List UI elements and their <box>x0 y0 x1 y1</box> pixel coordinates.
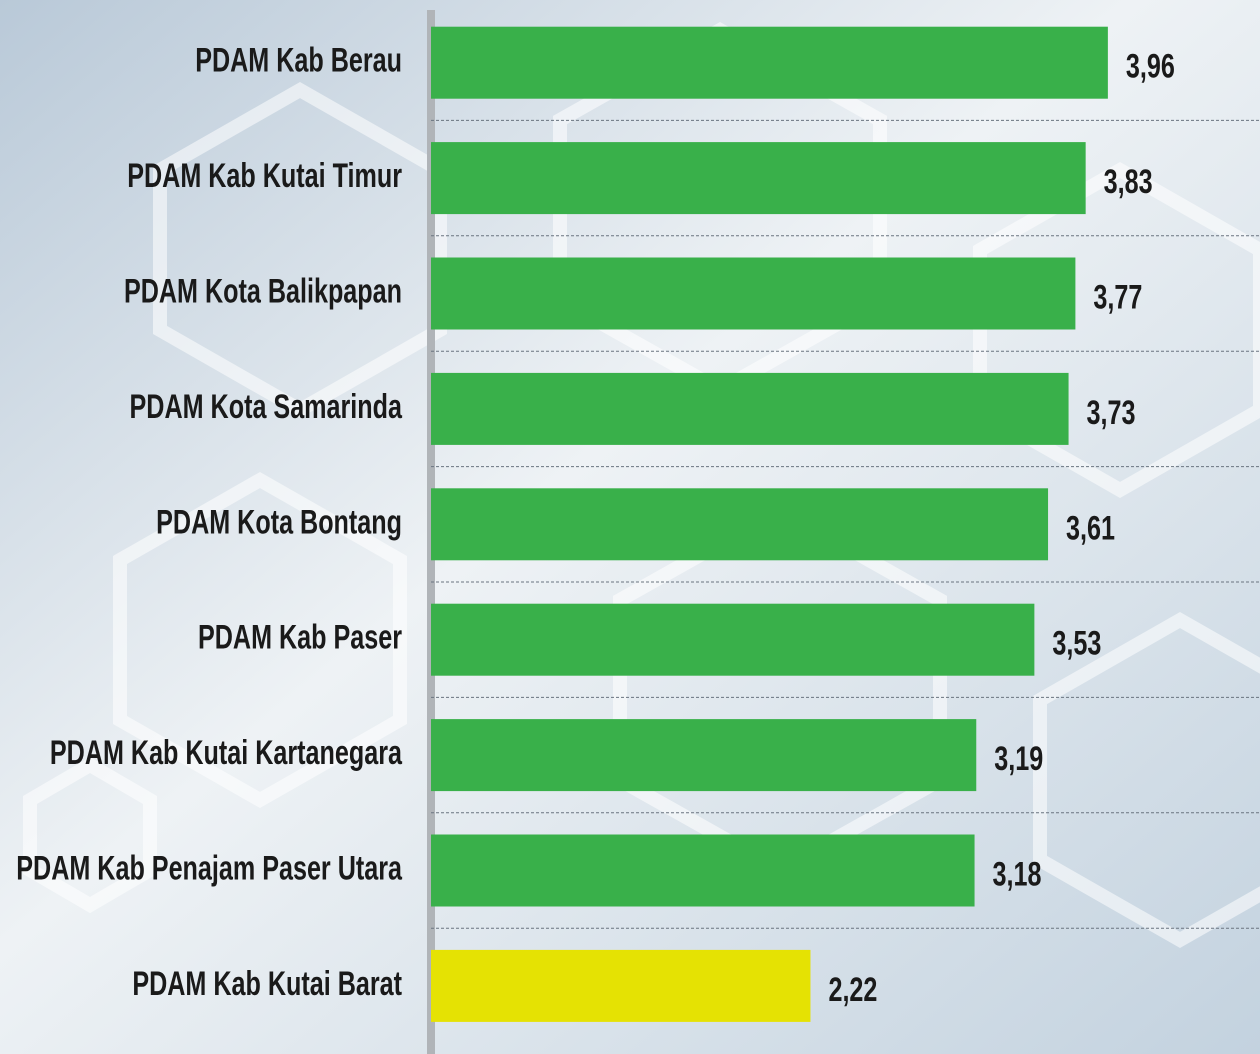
category-label: PDAM Kab Paser <box>198 619 402 657</box>
bar <box>431 257 1076 330</box>
value-label: 3,19 <box>994 741 1043 779</box>
bar <box>431 26 1108 99</box>
value-label: 3,53 <box>1052 625 1101 663</box>
category-label: PDAM Kab Kutai Barat <box>132 965 402 1003</box>
value-label: 3,83 <box>1104 164 1153 202</box>
value-label: 3,61 <box>1066 510 1115 548</box>
value-label: 3,73 <box>1087 394 1136 432</box>
value-label: 3,96 <box>1126 48 1175 86</box>
bar <box>431 372 1069 445</box>
bar <box>431 949 811 1022</box>
bar <box>431 603 1035 676</box>
category-label: PDAM Kota Bontang <box>156 504 402 542</box>
bar <box>431 719 977 792</box>
category-label: PDAM Kab Kutai Kartanegara <box>50 735 402 773</box>
value-label: 3,77 <box>1093 279 1142 317</box>
category-label: PDAM Kota Samarinda <box>130 388 403 426</box>
category-label: PDAM Kota Balikpapan <box>124 273 402 311</box>
category-label: PDAM Kab Penajam Paser Utara <box>16 850 402 888</box>
category-label: PDAM Kab Berau <box>195 42 402 80</box>
bar <box>431 834 975 907</box>
bar <box>431 488 1049 561</box>
value-label: 3,18 <box>993 856 1042 894</box>
value-label: 2,22 <box>828 971 877 1009</box>
category-label: PDAM Kab Kutai Timur <box>127 158 402 196</box>
bar <box>431 142 1086 215</box>
